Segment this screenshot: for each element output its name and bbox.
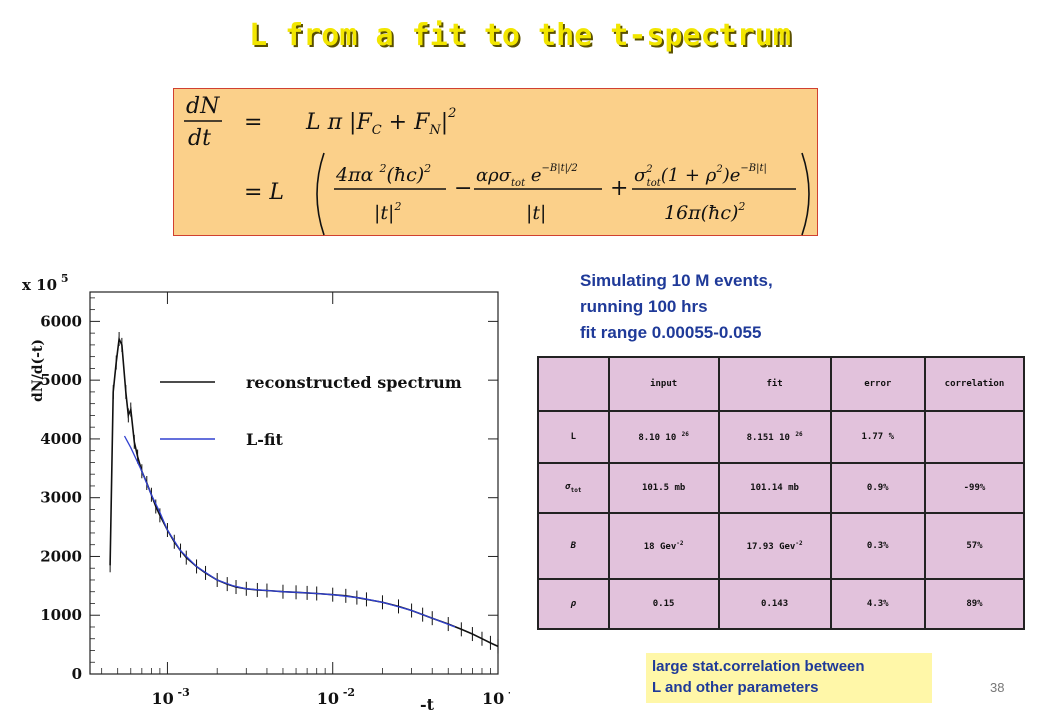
svg-text:4πα 2(ħc)2: 4πα 2(ħc)2 <box>335 162 431 186</box>
table-header-cell: fit <box>717 356 832 412</box>
svg-text:|t|2: |t|2 <box>374 200 401 224</box>
table-row: B 18 Gev-2 17.93 Gev-2 0.3% 57% <box>537 512 1026 580</box>
legend-label: L-fit <box>246 430 284 449</box>
correlation-cell <box>923 410 1026 464</box>
sim-line: running 100 hrs <box>580 297 708 316</box>
formula-lhs-num: dN <box>186 94 220 119</box>
fit-parameter-table: input fit error correlation L 8.10 10 26… <box>537 356 1026 630</box>
y-tick-label: 5000 <box>40 371 82 389</box>
table-header-cell: correlation <box>923 356 1026 412</box>
fit-cell: 101.14 mb <box>717 462 832 514</box>
y-tick-label: 3000 <box>40 489 82 507</box>
svg-text:−: − <box>454 176 472 201</box>
table-row: σtot 101.5 mb 101.14 mb 0.9% -99% <box>537 462 1026 514</box>
svg-text:|t|: |t| <box>526 202 546 224</box>
input-cell: 8.10 10 26 <box>607 410 720 464</box>
input-cell: 18 Gev-2 <box>607 512 720 580</box>
note-line: large stat.correlation between <box>652 658 865 675</box>
fit-cell: 8.151 10 26 <box>717 410 832 464</box>
plot-frame <box>89 291 499 675</box>
table-header-cell <box>537 356 610 412</box>
chart-svg: 0 1000 2000 3000 4000 5000 6000 10 -3 10 -2 10 -1… <box>22 272 520 714</box>
error-cell: 0.9% <box>829 462 926 514</box>
correlation-cell: 89% <box>923 578 1026 630</box>
sim-line: fit range 0.00055-0.055 <box>580 323 762 342</box>
x-tick-label: 10 -2 <box>317 686 355 708</box>
param-cell: ρ <box>537 578 610 630</box>
formula-box: dN dt = L π |FC + FN|2 = L 4πα 2(ħc)2 |t… <box>173 88 818 236</box>
error-cell: 0.3% <box>829 512 926 580</box>
table-header-cell: input <box>607 356 720 412</box>
param-cell: L <box>537 410 610 464</box>
y-axis-label: dN/d(-t) <box>30 339 46 402</box>
error-cell: 4.3% <box>829 578 926 630</box>
x-tick-label: 10 -1 <box>482 686 510 708</box>
formula-line1: L π |FC + FN|2 <box>305 106 456 138</box>
formula-svg: dN dt = L π |FC + FN|2 = L 4πα 2(ħc)2 |t… <box>184 94 810 236</box>
formula-line2-prefix: = L <box>244 180 284 205</box>
note-line: L and other parameters <box>652 679 819 696</box>
error-cell: 1.77 % <box>829 410 926 464</box>
input-cell: 101.5 mb <box>607 462 720 514</box>
y-multiplier: x 10 5 <box>22 272 69 294</box>
correlation-note: large stat.correlation between L and oth… <box>646 653 932 703</box>
correlation-cell: -99% <box>923 462 1026 514</box>
fit-cell: 0.143 <box>717 578 832 630</box>
t-spectrum-plot: 0 1000 2000 3000 4000 5000 6000 10 -3 10 -2 10 -1… <box>20 262 520 714</box>
simulation-info: Simulating 10 M events, running 100 hrs … <box>580 268 773 346</box>
svg-text:16π(ħc)2: 16π(ħc)2 <box>664 200 745 224</box>
svg-text:=: = <box>244 110 262 135</box>
x-tick-label: 10 -3 <box>151 686 189 708</box>
table-row: ρ 0.15 0.143 4.3% 89% <box>537 578 1026 630</box>
sim-line: Simulating 10 M events, <box>580 271 773 290</box>
param-cell: B <box>537 512 610 580</box>
table-header-cell: error <box>829 356 926 412</box>
y-tick-label: 0 <box>72 665 82 683</box>
correlation-cell: 57% <box>923 512 1026 580</box>
l-fit-line <box>123 435 456 628</box>
page-number: 38 <box>990 680 1005 695</box>
input-cell: 0.15 <box>607 578 720 630</box>
y-tick-label: 6000 <box>40 312 82 330</box>
svg-text:+: + <box>610 176 628 201</box>
y-tick-label: 2000 <box>40 547 82 565</box>
svg-text:αρσtot e−B|t|/2: αρσtot e−B|t|/2 <box>476 163 578 189</box>
page-title: L from a fit to the t-spectrum <box>249 18 791 53</box>
formula-lhs-den: dt <box>188 126 211 151</box>
table-header-row: input fit error correlation <box>537 356 1026 412</box>
legend-label: reconstructed spectrum <box>246 373 462 392</box>
param-cell: σtot <box>537 462 610 514</box>
table-row: L 8.10 10 26 8.151 10 26 1.77 % <box>537 410 1026 464</box>
y-tick-label: 4000 <box>40 430 82 448</box>
fit-cell: 17.93 Gev-2 <box>717 512 832 580</box>
y-tick-label: 1000 <box>40 606 82 624</box>
x-axis-label: -t <box>420 695 435 712</box>
